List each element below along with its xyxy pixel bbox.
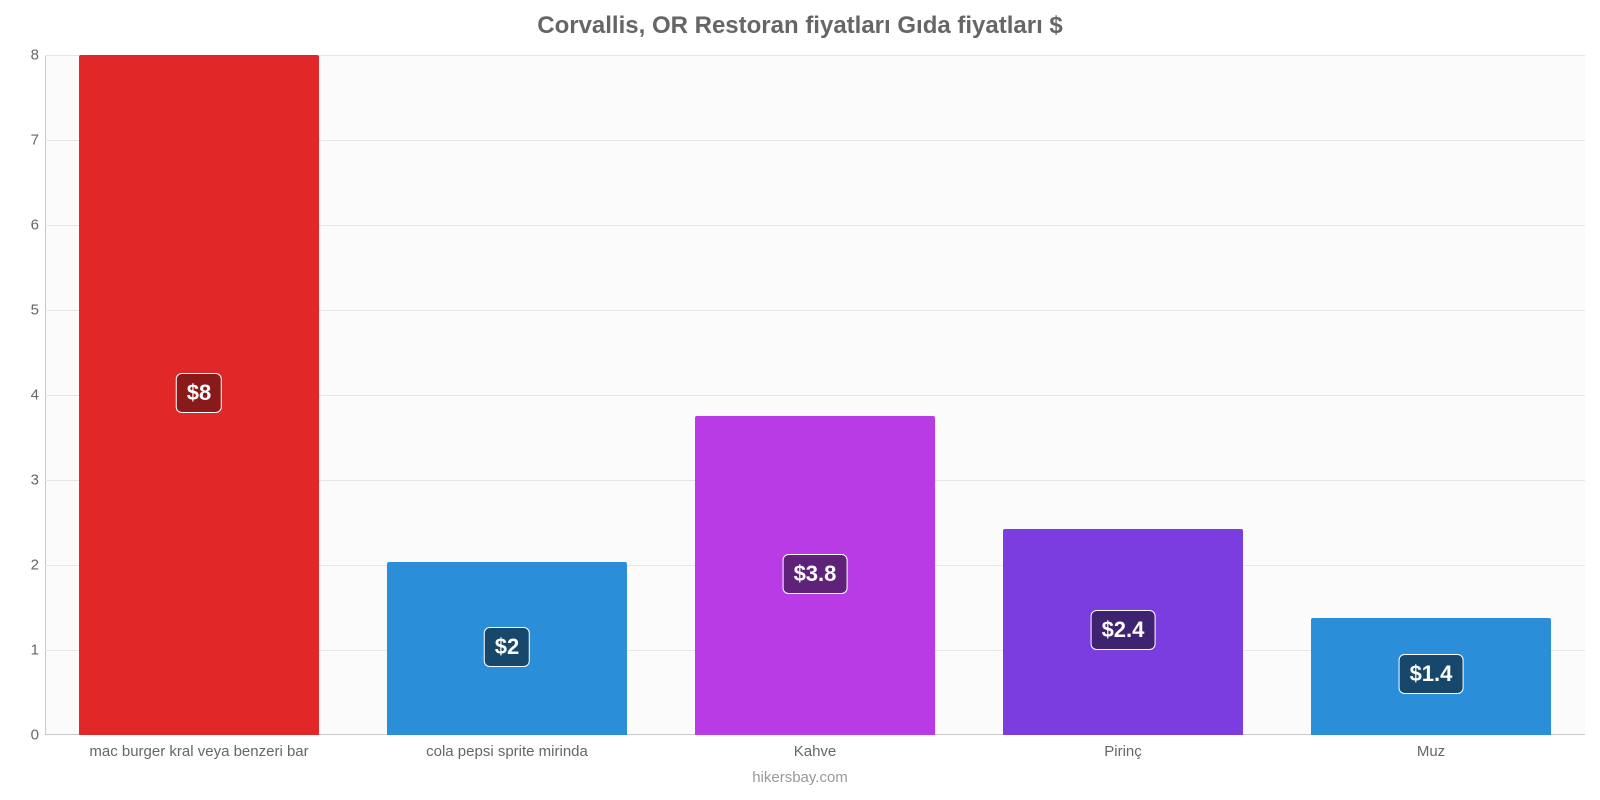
- bar: $2: [387, 562, 627, 735]
- chart-title: Corvallis, OR Restoran fiyatları Gıda fi…: [0, 12, 1600, 40]
- bar-slot: $1.4: [1277, 55, 1585, 735]
- plot-area: $8 $2 $3.8 $2.4 $1.4: [45, 55, 1585, 735]
- x-tick-label: mac burger kral veya benzeri bar: [45, 743, 353, 760]
- y-tick-label: 2: [15, 557, 39, 574]
- credit-text: hikersbay.com: [0, 769, 1600, 786]
- value-badge: $3.8: [783, 554, 848, 594]
- y-tick-label: 8: [15, 47, 39, 64]
- value-badge: $2: [484, 627, 530, 667]
- bar: $2.4: [1003, 529, 1243, 735]
- y-tick-label: 1: [15, 642, 39, 659]
- x-tick-label: Muz: [1277, 743, 1585, 760]
- y-tick-label: 3: [15, 472, 39, 489]
- y-tick-label: 5: [15, 302, 39, 319]
- y-tick-label: 6: [15, 217, 39, 234]
- bar-slot: $2: [353, 55, 661, 735]
- bar-slot: $2.4: [969, 55, 1277, 735]
- x-tick-label: cola pepsi sprite mirinda: [353, 743, 661, 760]
- bar: $3.8: [695, 416, 935, 735]
- bar: $1.4: [1311, 618, 1551, 735]
- bar: $8: [79, 55, 319, 735]
- x-tick-label: Kahve: [661, 743, 969, 760]
- y-tick-label: 4: [15, 387, 39, 404]
- value-badge: $8: [176, 373, 222, 413]
- value-badge: $2.4: [1091, 610, 1156, 650]
- bar-slot: $8: [45, 55, 353, 735]
- x-tick-label: Pirinç: [969, 743, 1277, 760]
- y-tick-label: 0: [15, 727, 39, 744]
- price-bar-chart: Corvallis, OR Restoran fiyatları Gıda fi…: [0, 0, 1600, 800]
- value-badge: $1.4: [1399, 654, 1464, 694]
- bar-slot: $3.8: [661, 55, 969, 735]
- y-tick-label: 7: [15, 132, 39, 149]
